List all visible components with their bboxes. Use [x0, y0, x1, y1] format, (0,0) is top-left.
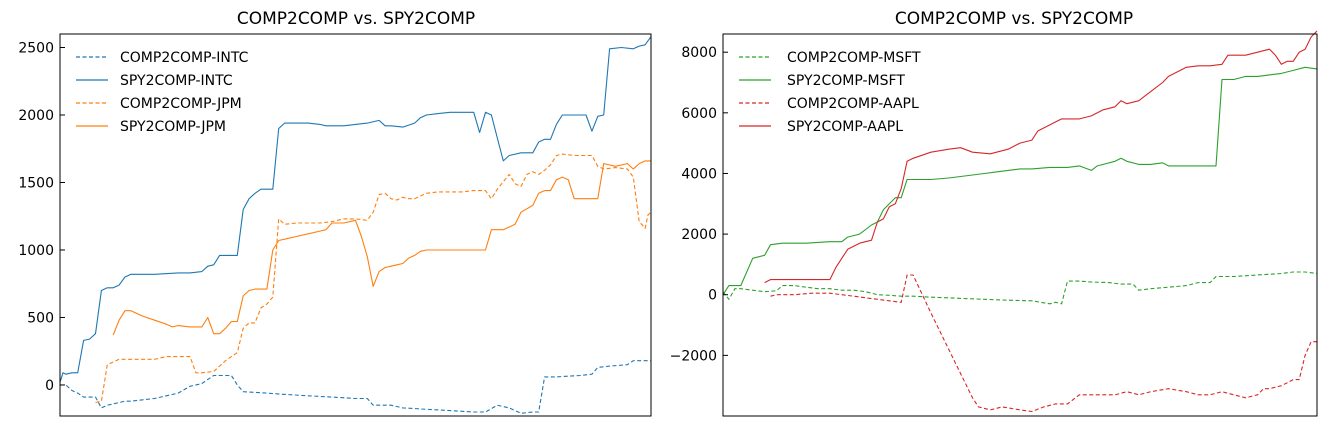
chart-panel-left: COMP2COMP vs. SPY2COMP 0 500 1000 1500 2000 2…	[18, 9, 652, 417]
chart-panel-right: COMP2COMP vs. SPY2COMP −2000 0 2000 4000 600…	[670, 9, 1318, 417]
legend-label: COMP2COMP-AAPL	[787, 96, 919, 112]
y-tick-label: 2000	[681, 227, 717, 243]
legend-label: COMP2COMP-JPM	[120, 96, 242, 112]
y-tick-label: 1500	[18, 175, 54, 191]
y-tick-label: 4000	[681, 166, 717, 182]
chart-title-right: COMP2COMP vs. SPY2COMP	[895, 9, 1133, 29]
series-line-spy2comp-aapl	[764, 30, 1318, 284]
y-tick-label: 500	[27, 310, 54, 326]
y-tick-label: 0	[708, 288, 717, 304]
y-tick-label: 8000	[681, 45, 717, 61]
y-ticks-left: 0 500 1000 1500 2000 2500	[18, 40, 65, 394]
y-ticks-right: −2000 0 2000 4000 6000 8000	[670, 45, 728, 364]
legend-left: COMP2COMP-INTC SPY2COMP-INTC COMP2COMP-J…	[76, 50, 249, 135]
legend-label: SPY2COMP-JPM	[120, 119, 226, 135]
series-line-comp2comp-jpm	[95, 153, 652, 404]
legend-right: COMP2COMP-MSFT SPY2COMP-MSFT COMP2COMP-A…	[739, 50, 921, 135]
y-tick-label: 2000	[18, 108, 54, 124]
legend-label: COMP2COMP-MSFT	[787, 50, 921, 66]
legend-label: COMP2COMP-INTC	[120, 50, 249, 66]
series-line-comp2comp-intc	[60, 360, 651, 414]
legend-label: SPY2COMP-MSFT	[787, 73, 905, 89]
y-tick-label: 0	[45, 378, 54, 394]
chart-title-left: COMP2COMP vs. SPY2COMP	[237, 9, 475, 29]
series-line-spy2comp-intc	[59, 36, 652, 383]
series-line-comp2comp-msft	[722, 271, 1318, 305]
series-group-left	[59, 36, 652, 414]
y-tick-label: −2000	[670, 348, 717, 364]
series-line-comp2comp-aapl	[770, 274, 1317, 413]
legend-label: SPY2COMP-INTC	[120, 73, 233, 89]
series-line-spy2comp-msft	[722, 66, 1318, 295]
plot-frame-right	[722, 33, 1318, 417]
y-tick-label: 2500	[18, 40, 54, 56]
y-tick-label: 1000	[18, 243, 54, 259]
series-line-spy2comp-jpm	[112, 160, 651, 336]
legend-label: SPY2COMP-AAPL	[787, 119, 903, 135]
y-tick-label: 6000	[681, 106, 717, 122]
series-group-right	[722, 30, 1318, 413]
plot-frame-left	[59, 33, 652, 417]
